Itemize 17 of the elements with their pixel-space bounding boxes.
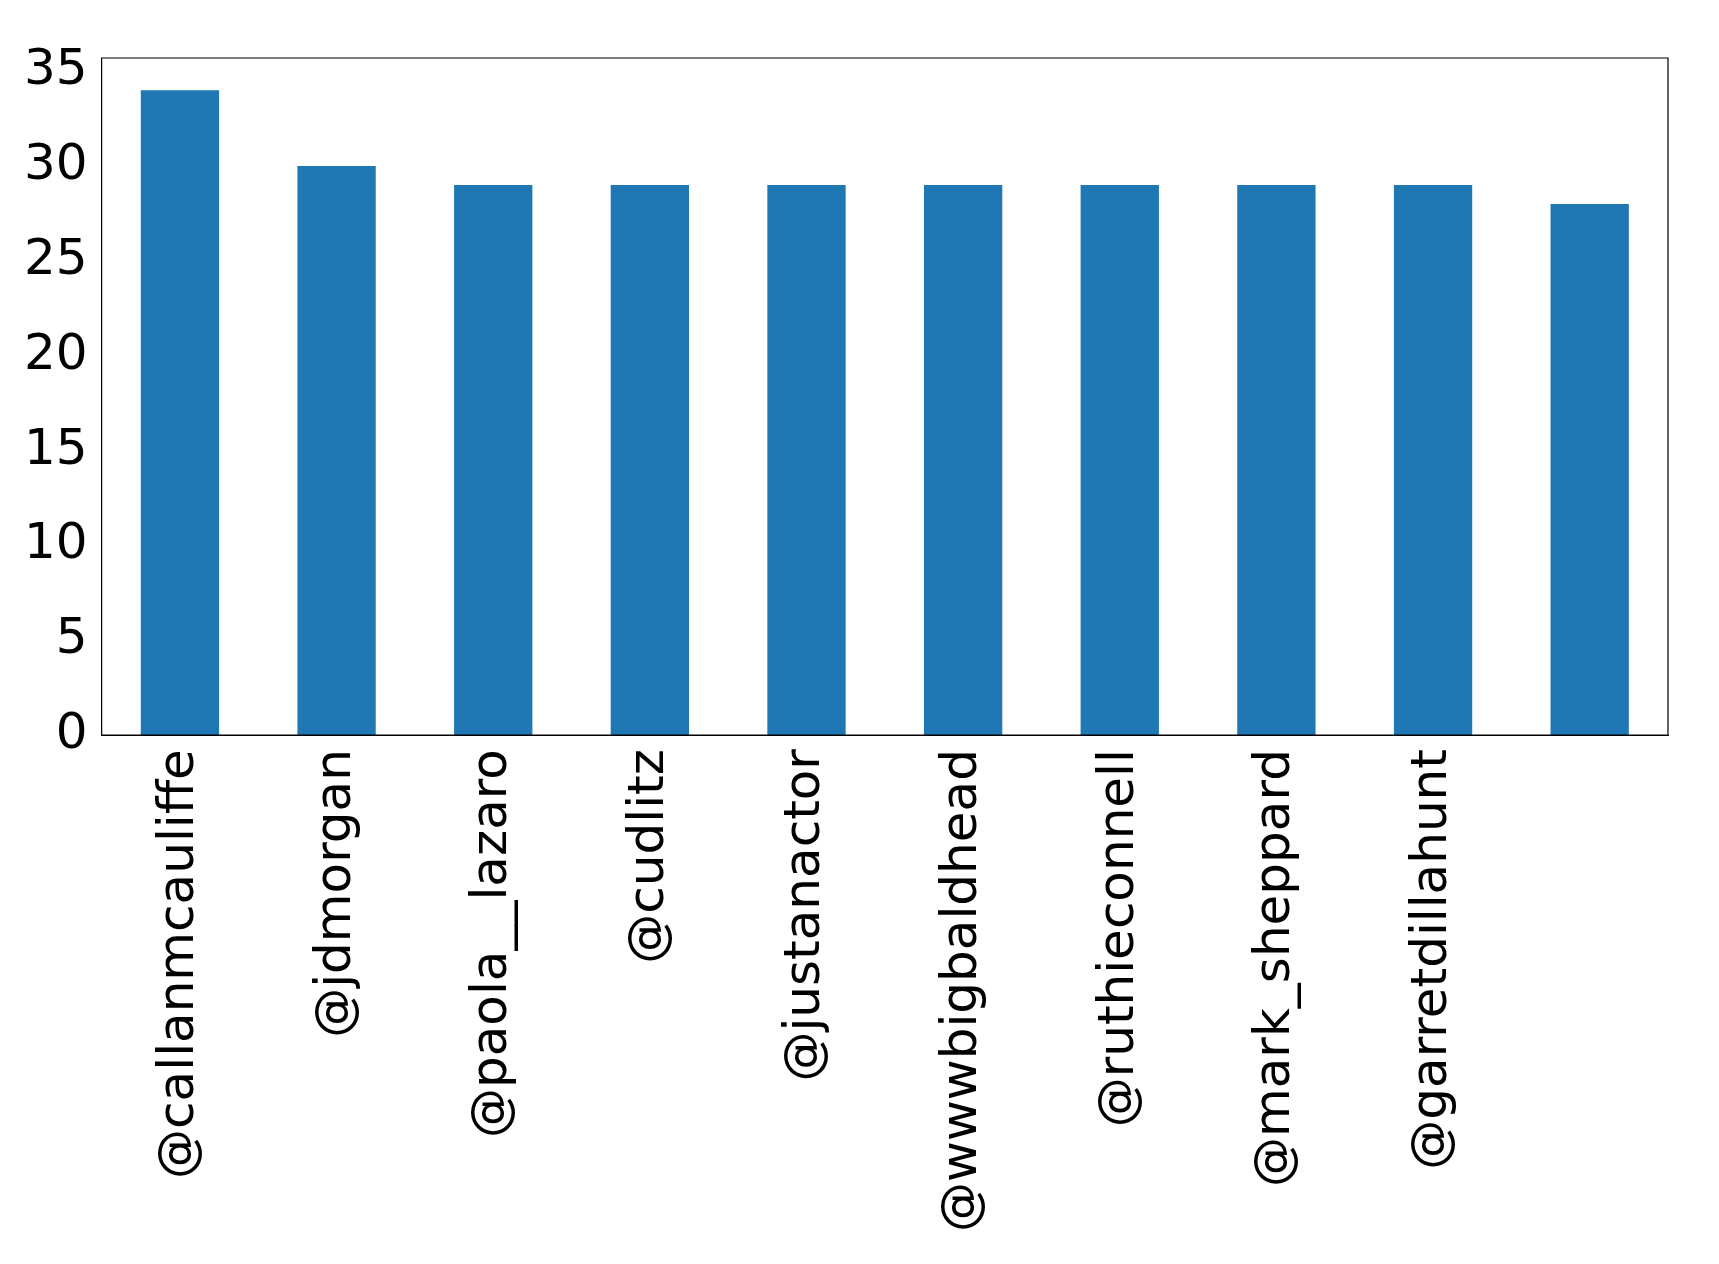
- x-tick-label: @callanmcauliffe: [146, 749, 205, 1179]
- y-tick-label: 20: [24, 322, 88, 381]
- y-tick-label: 30: [24, 133, 88, 192]
- y-tick-label: 15: [24, 417, 88, 476]
- x-tick-label: @garretdillahunt: [1400, 749, 1459, 1170]
- x-tick-label: @ruthieconnell: [1086, 749, 1145, 1128]
- x-tick-label: @paola__lazaro: [460, 749, 519, 1139]
- y-tick-label: 5: [55, 607, 88, 666]
- x-tick-label: @jdmorgan: [303, 749, 362, 1038]
- x-tick-label: @wwwbigbaldhead: [930, 749, 989, 1232]
- y-tick-label: 0: [55, 702, 88, 761]
- x-tick-label: @justanactor: [773, 748, 832, 1082]
- x-tick-label: @mark_sheppard: [1243, 749, 1302, 1187]
- x-tick-label: @cudlitz: [616, 749, 675, 964]
- y-tick-label: 35: [24, 38, 88, 97]
- y-tick-label: 25: [24, 227, 88, 286]
- y-tick-label: 10: [24, 512, 88, 571]
